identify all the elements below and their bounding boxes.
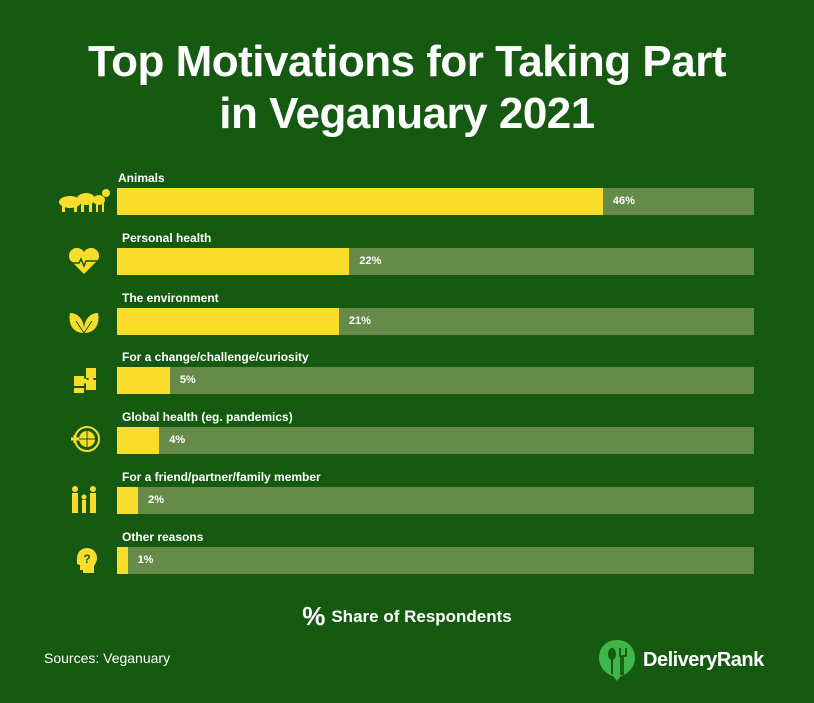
- bar-track: 22%: [117, 247, 754, 275]
- bar: [117, 487, 139, 514]
- legend: % Share of Respondents: [0, 601, 814, 632]
- value-label: 21%: [348, 314, 371, 327]
- bar-track: 2%: [117, 487, 754, 514]
- svg-text:?: ?: [83, 552, 90, 566]
- title-line-2: in Veganuary 2021: [219, 89, 595, 138]
- bar: [117, 188, 603, 215]
- percent-icon: %: [302, 601, 326, 631]
- title-line-1: Top Motivations for Taking Part: [88, 37, 727, 86]
- category-label: Personal health: [122, 230, 212, 245]
- bar: [117, 367, 170, 395]
- source-note: Sources: Veganuary: [44, 650, 171, 666]
- bar: [117, 546, 128, 574]
- family-icon: [56, 484, 112, 514]
- category-label: Global health (eg. pandemics): [122, 410, 293, 425]
- category-label: For a friend/partner/family member: [122, 470, 321, 484]
- category-label: For a change/challenge/curiosity: [122, 350, 309, 365]
- bar: [117, 427, 160, 455]
- bar-track: 5%: [117, 367, 754, 395]
- value-label: 4%: [169, 434, 186, 447]
- puzzle-icon: [56, 364, 112, 394]
- category-label: Animals: [118, 171, 165, 185]
- value-label: 46%: [612, 195, 635, 207]
- category-label: The environment: [122, 290, 219, 305]
- legend-label: Share of Respondents: [331, 607, 512, 626]
- logo-icon: [599, 640, 635, 681]
- bar-track: 21%: [117, 307, 754, 335]
- logo-text: DeliveryRank: [643, 648, 764, 671]
- chart-title: Top Motivations for Taking Part in Vegan…: [0, 36, 814, 140]
- heart-pulse-icon: [56, 245, 112, 275]
- bar-track: 4%: [117, 427, 754, 455]
- leaf-icon: [56, 305, 112, 335]
- bar-track: 1%: [117, 546, 754, 574]
- animals-icon: [56, 185, 112, 215]
- category-label: Other reasons: [122, 529, 204, 544]
- bar-track: 46%: [117, 188, 754, 215]
- globe-icon: [56, 424, 112, 454]
- bar: [117, 307, 339, 335]
- value-label: 1%: [137, 553, 154, 566]
- question-head-icon: ?: [56, 544, 112, 574]
- value-label: 22%: [359, 254, 382, 267]
- deliveryrank-logo: DeliveryRank: [597, 638, 764, 682]
- value-label: 5%: [179, 374, 196, 387]
- value-label: 2%: [148, 494, 165, 506]
- bar: [117, 247, 350, 275]
